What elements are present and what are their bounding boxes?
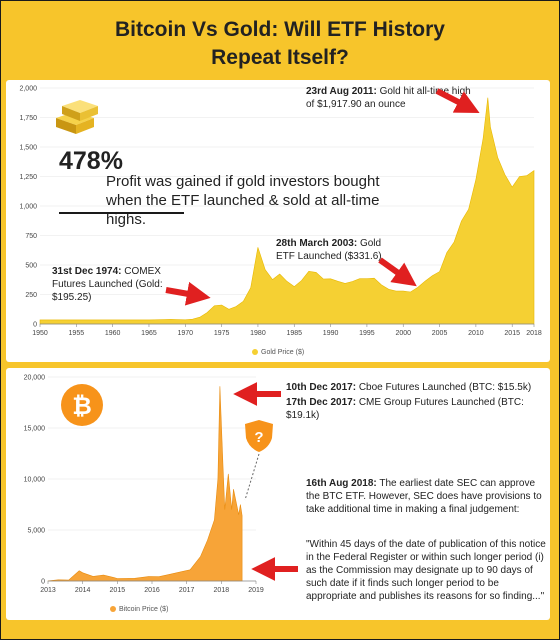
gold-x-tick-label: 1985 <box>286 330 302 337</box>
gold-x-tick-label: 2010 <box>468 330 484 337</box>
annotation-cme-date: 17th Dec 2017: <box>286 397 357 408</box>
gold-y-tick-label: 500 <box>25 263 37 270</box>
gold-x-tick-label: 1965 <box>141 330 157 337</box>
btc-y-tick-label: 15,000 <box>24 426 46 433</box>
profit-percentage: 478% <box>59 147 123 175</box>
annotation-cboe-text: Cboe Futures Launched (BTC: $15.5k) <box>358 382 532 393</box>
annotation-cme: 17th Dec 2017: CME Group Futures Launche… <box>286 396 556 422</box>
annotation-gold-etf-date: 28th March 2003: <box>276 238 358 249</box>
btc-x-tick-label: 2016 <box>144 587 160 594</box>
annotation-cboe: 10th Dec 2017: Cboe Futures Launched (BT… <box>286 381 546 394</box>
btc-x-tick-label: 2014 <box>75 587 91 594</box>
annotation-gold-ath-date: 23rd Aug 2011: <box>306 86 377 97</box>
gold-y-tick-label: 1,750 <box>19 115 37 122</box>
gold-x-tick-label: 2018 <box>526 330 542 337</box>
gold-y-tick-label: 1,000 <box>19 204 37 211</box>
gold-x-tick-label: 1960 <box>105 330 121 337</box>
annotation-cboe-date: 10th Dec 2017: <box>286 382 357 393</box>
gold-x-tick-label: 1970 <box>178 330 194 337</box>
gold-x-tick-label: 1975 <box>214 330 230 337</box>
btc-y-tick-label: 20,000 <box>24 375 46 382</box>
gold-price-area <box>39 97 535 325</box>
gold-x-tick-label: 2005 <box>432 330 448 337</box>
gold-x-tick-label: 1980 <box>250 330 266 337</box>
bitcoin-legend-label: Bitcoin Price ($) <box>119 606 169 613</box>
gold-y-tick-label: 0 <box>33 322 37 329</box>
bitcoin-legend: Bitcoin Price ($) <box>110 606 168 613</box>
title-line-1: Bitcoin Vs Gold: Will ETF History <box>115 18 445 41</box>
gold-x-tick-label: 1950 <box>32 330 48 337</box>
gold-legend: Gold Price ($) <box>252 349 304 356</box>
btc-x-tick-label: 2015 <box>110 587 126 594</box>
gold-x-tick-label: 1990 <box>323 330 339 337</box>
annotation-gold-ath: 23rd Aug 2011: Gold hit all-time high of… <box>306 85 476 111</box>
btc-x-tick-label: 2019 <box>248 587 264 594</box>
annotation-cme-text: CME Group Futures Launched (BTC: $19.1k) <box>286 397 524 421</box>
btc-x-tick-label: 2017 <box>179 587 195 594</box>
gold-legend-swatch <box>252 349 258 356</box>
annotation-gold-ath-text: Gold hit all-time high of $1,917.90 an o… <box>306 86 471 110</box>
gold-x-tick-label: 1995 <box>359 330 375 337</box>
gold-y-tick-label: 750 <box>25 233 37 240</box>
bitcoin-price-area <box>47 386 243 582</box>
btc-x-tick-label: 2013 <box>40 587 56 594</box>
btc-y-tick-label: 5,000 <box>27 528 45 535</box>
gold-x-tick-label: 2015 <box>504 330 520 337</box>
profit-description: Profit was gained if gold investors boug… <box>106 173 380 228</box>
btc-y-tick-label: 10,000 <box>24 477 46 484</box>
annotation-gold-etf-text: Gold ETF Launched ($331.6) <box>276 238 382 262</box>
annotation-comex-text: COMEX Futures Launched (Gold: $195.25) <box>52 266 163 303</box>
annotation-gold-etf: 28th March 2003: Gold ETF Launched ($331… <box>276 237 392 263</box>
gold-y-tick-label: 1,250 <box>19 174 37 181</box>
annotation-comex: 31st Dec 1974: COMEX Futures Launched (G… <box>52 265 178 304</box>
gold-y-tick-label: 250 <box>25 292 37 299</box>
gold-legend-label: Gold Price ($) <box>261 349 305 356</box>
btc-x-tick-label: 2018 <box>214 587 230 594</box>
sec-deadline-date: 16th Aug 2018: <box>306 478 377 489</box>
bitcoin-legend-swatch <box>110 606 116 613</box>
page-title: Bitcoin Vs Gold: Will ETF History Repeat… <box>0 16 560 72</box>
gold-x-tick-label: 2000 <box>395 330 411 337</box>
gold-y-tick-label: 1,500 <box>19 145 37 152</box>
annotation-comex-date: 31st Dec 1974: <box>52 266 122 277</box>
btc-y-tick-label: 0 <box>41 579 45 586</box>
sec-quote: "Within 45 days of the date of publicati… <box>306 539 546 602</box>
sec-deadline-body: The earliest date SEC can approve the BT… <box>306 478 542 515</box>
gold-x-tick-label: 1955 <box>69 330 85 337</box>
title-line-2: Repeat Itself? <box>211 46 349 69</box>
gold-y-tick-label: 2,000 <box>19 86 37 93</box>
sec-deadline-text: 16th Aug 2018: The earliest date SEC can… <box>306 477 546 516</box>
